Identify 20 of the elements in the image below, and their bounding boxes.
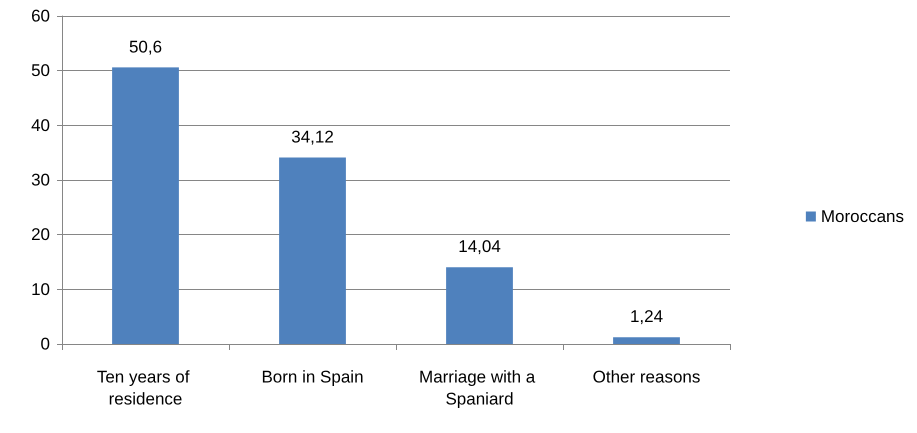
bar bbox=[613, 337, 680, 344]
legend-label: Moroccans bbox=[820, 207, 904, 226]
x-tick-label: Marriage with a Spaniard bbox=[419, 368, 540, 408]
y-tick-label: 20 bbox=[31, 225, 50, 244]
data-label: 34,12 bbox=[291, 127, 334, 146]
x-tick-label: Other reasons bbox=[592, 368, 700, 386]
x-tick-label: Ten years of residence bbox=[96, 368, 194, 408]
x-tick-label: Born in Spain bbox=[261, 368, 364, 386]
bar bbox=[446, 267, 513, 344]
bar bbox=[112, 67, 179, 344]
data-label: 50,6 bbox=[128, 37, 162, 56]
bar bbox=[279, 157, 346, 344]
y-tick-label: 50 bbox=[31, 61, 50, 80]
data-label: 1,24 bbox=[630, 307, 664, 326]
y-tick-label: 40 bbox=[31, 116, 50, 135]
data-label: 14,04 bbox=[458, 237, 501, 256]
y-tick-label: 30 bbox=[31, 170, 50, 190]
y-tick-label: 10 bbox=[31, 280, 50, 299]
y-tick-label: 60 bbox=[31, 6, 50, 26]
y-tick-label: 0 bbox=[40, 334, 50, 354]
